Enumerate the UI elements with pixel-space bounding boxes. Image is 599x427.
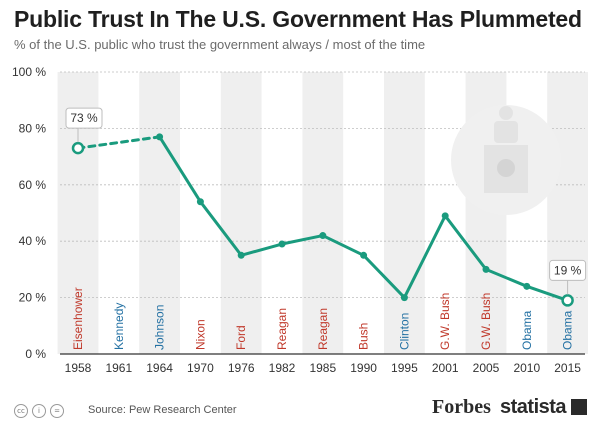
x-tick-label: 1995 [391, 361, 418, 375]
x-tick-label: 1958 [65, 361, 92, 375]
data-point-1990 [360, 251, 368, 259]
series-line-segment [402, 214, 447, 300]
series-line-segment [280, 234, 325, 246]
y-tick-label: 100 % [12, 65, 46, 79]
y-tick-label: 80 % [19, 121, 47, 135]
statista-logo-icon [571, 399, 587, 415]
chart-title: Public Trust In The U.S. Government Has … [14, 6, 582, 32]
series-line-segment [443, 214, 488, 271]
president-label: Reagan [275, 308, 289, 350]
y-tick-label: 40 % [19, 234, 47, 248]
podium-illustration [451, 105, 561, 215]
president-label: Clinton [397, 313, 411, 350]
data-point-2001 [441, 212, 449, 220]
series-line-segment [158, 135, 202, 204]
forbes-logo: Forbes [432, 396, 491, 418]
callout-label: 73 % [70, 111, 98, 125]
x-tick-label: 1982 [269, 361, 296, 375]
series-line-segment [198, 200, 243, 257]
cc-icon: cc [14, 404, 28, 418]
band-1985 [302, 72, 344, 354]
president-label: Johnson [153, 305, 167, 350]
data-point-1964 [156, 133, 164, 141]
band-2015 [547, 72, 588, 354]
series-line-segment [525, 284, 570, 302]
y-tick-label: 60 % [19, 178, 47, 192]
president-label: G.W. Bush [479, 293, 493, 350]
callout-label: 19 % [554, 263, 582, 277]
y-tick-label: 0 % [25, 347, 46, 361]
president-label: Reagan [316, 308, 330, 350]
president-label: Obama [520, 310, 534, 350]
president-label: Nixon [193, 319, 207, 350]
x-tick-label: 2015 [554, 361, 581, 375]
data-point-1995 [400, 294, 408, 302]
x-tick-label: 1964 [146, 361, 173, 375]
callout-2015: 19 % [549, 259, 587, 295]
president-label: Bush [357, 323, 371, 350]
chart-subtitle: % of the U.S. public who trust the gover… [14, 37, 426, 52]
noderivs-icon: = [50, 404, 64, 418]
source-note: Source: Pew Research Center [88, 404, 237, 416]
x-tick-label: 1970 [187, 361, 214, 375]
callout-1958: 73 % [65, 107, 103, 143]
x-tick-label: 2010 [513, 361, 540, 375]
data-point-2015 [561, 294, 574, 307]
x-tick-label: 1990 [350, 361, 377, 375]
president-label: Eisenhower [71, 287, 85, 350]
band-1964 [139, 72, 180, 354]
president-label: Kennedy [112, 303, 126, 350]
data-point-2005 [482, 265, 490, 273]
attribution-icon: i [32, 404, 46, 418]
data-point-1958 [71, 141, 85, 155]
series-line-segment [484, 267, 529, 288]
license-icons: cc i = [14, 400, 68, 418]
x-tick-label: 1961 [105, 361, 132, 375]
callout-box [65, 107, 103, 129]
band-1995 [384, 72, 425, 354]
x-tick-label: 1976 [228, 361, 255, 375]
x-tick-label: 1985 [309, 361, 336, 375]
data-point-2010 [523, 282, 531, 290]
president-label: Ford [234, 325, 248, 350]
series-line-segment [239, 242, 284, 257]
data-point-1985 [319, 232, 327, 240]
band-1976 [220, 72, 262, 354]
y-tick-label: 20 % [19, 291, 47, 305]
x-tick-label: 2001 [432, 361, 459, 375]
statista-logo-text: statista [500, 396, 567, 418]
x-tick-label: 2005 [473, 361, 500, 375]
data-point-1982 [278, 240, 286, 248]
series-line-segment [76, 135, 162, 150]
series-line-segment [321, 234, 366, 257]
data-point-1970 [196, 198, 204, 206]
series-line-segment [362, 253, 406, 300]
president-label: G.W. Bush [438, 293, 452, 350]
president-label: Obama [561, 310, 575, 350]
data-point-1976 [237, 251, 245, 259]
